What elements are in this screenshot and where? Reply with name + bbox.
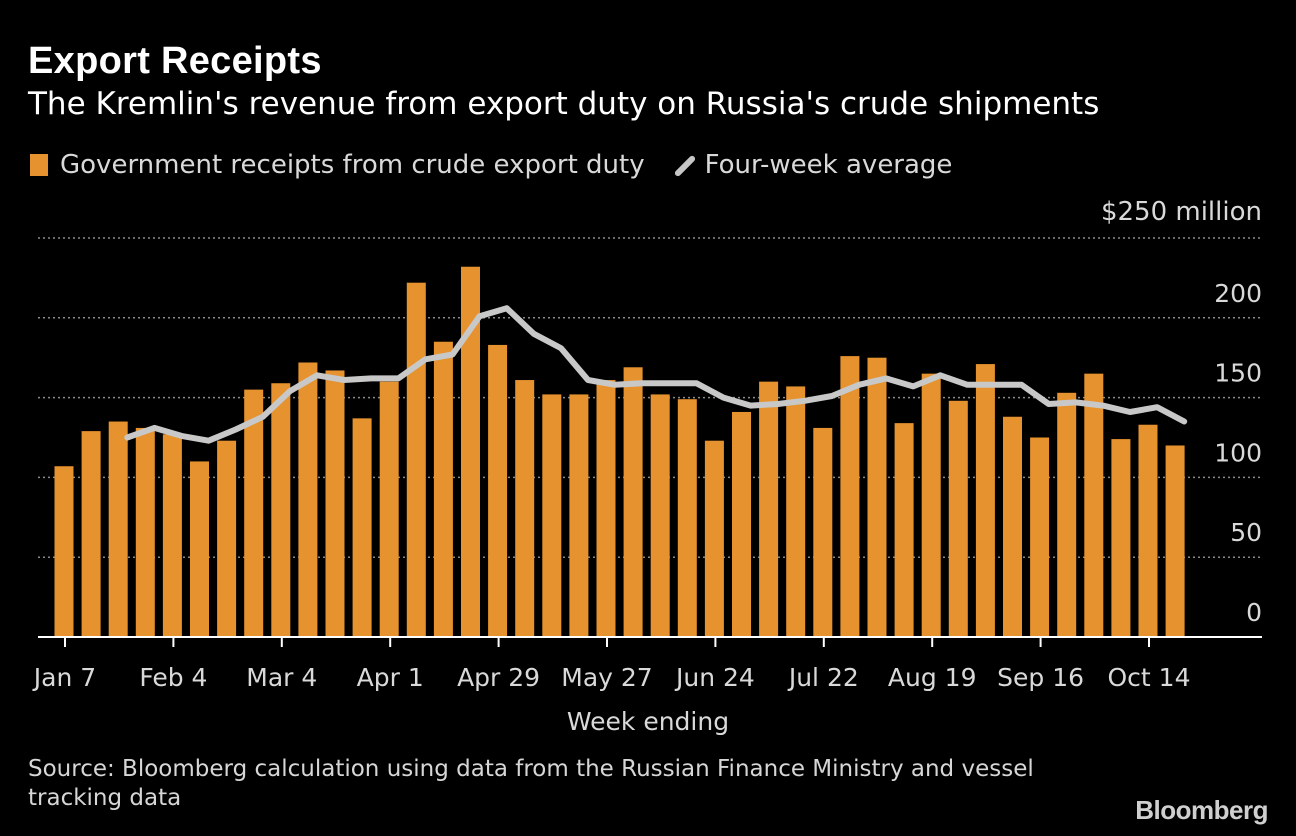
bar bbox=[1138, 424, 1158, 637]
legend-line-label: Four-week average bbox=[704, 150, 953, 180]
bar bbox=[1057, 392, 1077, 637]
x-tick-label: Apr 29 bbox=[457, 663, 540, 692]
bar bbox=[352, 418, 372, 637]
bar bbox=[325, 370, 345, 637]
bar bbox=[135, 427, 155, 637]
bar bbox=[759, 381, 779, 637]
series-line-four-week-average bbox=[124, 305, 1188, 444]
bar bbox=[1003, 416, 1022, 637]
bar bbox=[433, 341, 453, 637]
bar bbox=[840, 356, 860, 637]
bar bbox=[1084, 373, 1104, 637]
chart-title: Export Receipts bbox=[28, 40, 322, 82]
bar bbox=[786, 386, 806, 637]
x-tick-label: Apr 1 bbox=[357, 663, 424, 692]
bar bbox=[244, 389, 264, 637]
bar bbox=[1111, 439, 1131, 637]
legend: Government receipts from crude export du… bbox=[30, 150, 952, 180]
y-tick-label: 100 bbox=[1214, 438, 1262, 467]
y-tick-label: 0 bbox=[1246, 598, 1262, 627]
x-tick-label: Jan 7 bbox=[32, 663, 96, 692]
x-tick-label: Aug 19 bbox=[888, 663, 977, 692]
bloomberg-logo: Bloomberg bbox=[1135, 795, 1268, 825]
y-tick-label: 200 bbox=[1214, 279, 1262, 308]
legend-bar-label: Government receipts from crude export du… bbox=[60, 150, 645, 180]
bar bbox=[921, 373, 941, 637]
x-tick-label: Sep 16 bbox=[997, 663, 1084, 692]
bar bbox=[569, 394, 589, 637]
bar bbox=[379, 381, 399, 637]
bar bbox=[1030, 437, 1050, 637]
bar bbox=[542, 394, 562, 637]
bar bbox=[677, 399, 697, 637]
bar bbox=[108, 421, 128, 637]
bar bbox=[515, 380, 535, 637]
bar bbox=[813, 427, 833, 637]
bar bbox=[623, 367, 643, 637]
x-tick-label: Feb 4 bbox=[139, 663, 207, 692]
bar bbox=[298, 362, 318, 637]
x-tick-label: Mar 4 bbox=[246, 663, 317, 692]
bar bbox=[975, 364, 995, 637]
bar bbox=[948, 400, 968, 637]
x-tick-label: Oct 14 bbox=[1108, 663, 1191, 692]
bar bbox=[162, 434, 182, 637]
y-tick-label: $250 million bbox=[1101, 197, 1262, 227]
bar bbox=[217, 440, 237, 637]
bar bbox=[461, 266, 480, 637]
x-tick-label: Jun 24 bbox=[674, 663, 755, 692]
legend-bar-swatch bbox=[30, 154, 48, 176]
y-tick-label: 150 bbox=[1214, 359, 1262, 388]
chart-subtitle: The Kremlin's revenue from export duty o… bbox=[28, 86, 1100, 122]
bar bbox=[732, 411, 751, 637]
bar bbox=[867, 357, 887, 637]
bar bbox=[488, 344, 508, 637]
x-tick-label: Jul 22 bbox=[787, 663, 859, 692]
bar bbox=[271, 383, 291, 637]
bar bbox=[190, 461, 209, 637]
bar bbox=[894, 423, 914, 637]
bar bbox=[81, 431, 101, 637]
bar bbox=[406, 282, 426, 637]
x-axis-title: Week ending bbox=[567, 707, 729, 736]
bar bbox=[54, 466, 74, 637]
bar bbox=[596, 380, 616, 637]
bar bbox=[1165, 445, 1185, 637]
bar bbox=[650, 394, 670, 637]
bar bbox=[704, 440, 724, 637]
source-note: Source: Bloomberg calculation using data… bbox=[28, 756, 1034, 811]
x-tick-label: May 27 bbox=[561, 663, 652, 692]
y-tick-label: 50 bbox=[1230, 518, 1262, 547]
